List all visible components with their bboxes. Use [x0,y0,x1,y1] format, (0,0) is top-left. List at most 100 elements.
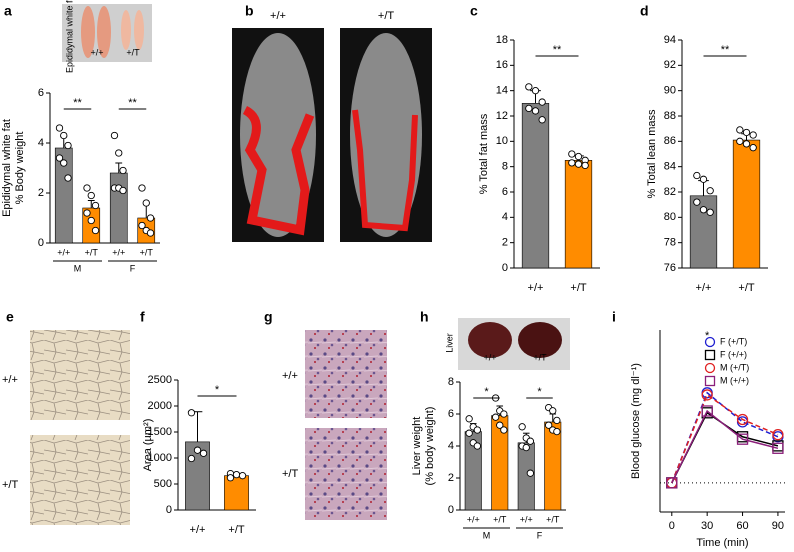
x-tick-label: +/T [738,282,754,294]
bar [521,103,550,269]
data-point [538,98,546,106]
image-label: +/T [2,479,18,491]
data-point [55,154,64,162]
x-tick-label: +/T [546,514,560,524]
tissue [121,10,131,50]
y-tick-label: 84 [664,161,676,173]
significance: * [484,386,489,398]
panel-letter: h [420,309,429,325]
x-tick-label: 90 [772,520,784,532]
x-tick-label: +/+ [696,282,712,294]
data-point [706,187,714,195]
image-label: +/T [282,468,298,480]
photo-label: +/+ [90,47,103,57]
panel-letter: d [640,3,649,19]
y-tick-label: 14 [496,85,508,97]
ct-body [350,33,422,237]
data-point [60,131,68,140]
data-point [142,199,150,207]
panel-letter: b [245,3,254,19]
y-axis-label: (% body weight) [424,407,436,486]
histology [305,330,387,418]
x-tick-label: +/T [570,282,586,294]
data-point [193,446,202,454]
data-point [749,131,757,139]
x-tick-label: +/T [228,524,244,536]
y-tick-label: 2 [448,472,454,484]
x-tick-label: +/+ [520,514,533,524]
y-tick-label: 94 [664,34,676,46]
series-line [671,411,779,484]
data-point [119,186,127,195]
y-tick-label: 0 [502,262,508,274]
data-point [64,141,72,150]
y-tick-label: 0 [38,237,44,249]
data-point [525,104,533,113]
photo-label: +/+ [483,352,496,362]
marker [736,413,749,426]
data-point [496,421,504,429]
data-point [742,140,751,148]
image-label: +/+ [270,10,286,22]
x-tick-label: 30 [701,520,713,532]
y-tick-label: 500 [154,478,172,490]
ct-fat [242,105,315,236]
data-point [226,474,235,482]
data-point [568,159,576,167]
data-point [538,116,546,124]
bar [517,442,535,511]
data-point [693,171,701,180]
image-label: +/T [378,10,394,22]
y-tick-label: 1000 [148,452,172,464]
data-point [491,413,500,421]
y-tick-label: 76 [664,262,676,274]
data-point [115,149,123,157]
y-tick-label: 12 [496,110,508,122]
y-axis-label: % Total fat mass [478,113,490,194]
legend-marker [704,349,716,361]
data-point [473,442,482,450]
x-tick-label: +/T [493,514,507,524]
data-point [574,152,583,161]
photo-label: +/T [533,352,547,362]
data-point [187,409,196,417]
y-axis-label: Area (µm²) [142,419,154,472]
y-tick-label: 6 [448,408,454,420]
significance: ** [553,44,562,56]
y-tick-label: 18 [496,34,508,46]
marker [701,389,713,401]
y-tick-label: 86 [664,135,676,147]
data-point [518,423,526,431]
group-label: F [537,530,543,540]
bar [224,475,249,511]
significance: ** [128,97,137,109]
data-point [119,166,127,175]
bar [109,172,128,244]
ct-fat [352,109,418,232]
data-point [199,449,208,457]
y-tick-label: 2 [502,237,508,249]
data-point [568,150,576,158]
histology [305,428,387,520]
bar [732,139,761,269]
y-tick-label: 4 [38,137,44,149]
y-tick-label: 82 [664,186,676,198]
y-tick-label: 0 [166,504,172,516]
marker [701,405,713,417]
y-tick-label: 4 [448,440,454,452]
data-point [55,124,64,132]
data-point [531,107,540,115]
image-label: +/+ [2,374,18,386]
y-axis-label: Liver weight [411,417,423,476]
data-point [699,175,708,183]
significance: * [215,384,220,396]
data-point [574,160,583,168]
y-tick-label: 2000 [148,400,172,412]
data-point [693,198,701,206]
marker [772,442,784,454]
histology [30,330,130,420]
significance: ** [73,97,82,109]
photo-label: +/T [126,47,140,57]
group-label: M [483,530,491,540]
data-point [138,184,146,192]
